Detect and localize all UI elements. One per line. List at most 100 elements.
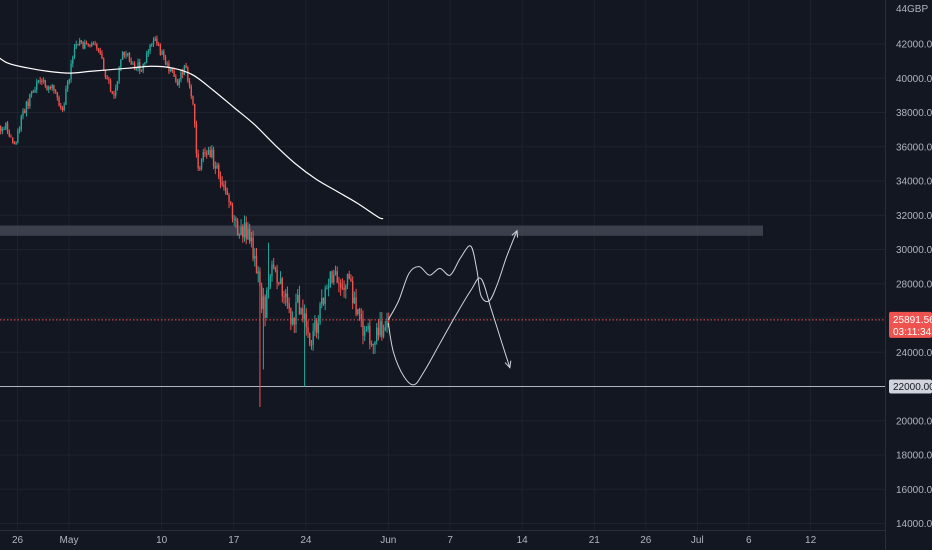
y-tick-label: 30000.00 [896, 245, 932, 256]
candle-body [29, 94, 31, 107]
candle-body [139, 62, 141, 71]
y-tick-label: 20000.00 [896, 416, 932, 427]
candle-body [224, 186, 227, 192]
candle-body [303, 313, 306, 320]
candle-body [202, 152, 204, 160]
candle-body [195, 123, 198, 154]
candle-body [96, 44, 98, 49]
candle-body [216, 164, 218, 169]
vertical-gridlines [17, 0, 812, 530]
candles-layer [0, 35, 390, 408]
candle-body [94, 43, 96, 45]
current-price-value: 25891.56 [893, 315, 932, 326]
current-price-badge [889, 311, 932, 338]
candle-body [171, 68, 174, 72]
candle-body [20, 116, 22, 129]
candle-body [388, 321, 390, 323]
candle-body [159, 44, 162, 55]
candle-body [109, 80, 112, 92]
candle-body [30, 91, 33, 95]
candle-body [240, 226, 242, 235]
candle-body [10, 136, 12, 138]
candle-body [152, 40, 155, 45]
candle-body [192, 96, 194, 104]
candle-body [41, 80, 43, 82]
projection-bullish-arrowhead [511, 229, 519, 238]
candle-body [386, 321, 388, 328]
y-tick-label: 32000.00 [896, 211, 932, 222]
candle-body [163, 51, 165, 57]
candle-body [18, 128, 21, 131]
candle-body [312, 330, 314, 345]
candle-body [274, 267, 277, 271]
candle-body [286, 293, 289, 303]
candle-body [154, 38, 156, 41]
candle-body [345, 285, 347, 290]
x-tick-label: 26 [640, 535, 652, 546]
candle-body [379, 321, 381, 336]
candle-body [334, 271, 337, 276]
candle-body [190, 86, 192, 97]
candle-body [219, 176, 222, 183]
x-tick-label: 7 [447, 535, 453, 546]
candle-body [355, 297, 357, 315]
y-tick-label: 36000.00 [896, 142, 932, 153]
x-tick-label: May [60, 535, 79, 546]
y-tick-label: 24000.00 [896, 348, 932, 359]
candle-body [118, 67, 120, 82]
candle-body [255, 255, 258, 274]
candle-body [82, 42, 84, 49]
candle-body [22, 110, 24, 117]
candle-body [178, 79, 180, 86]
candle-body [46, 86, 48, 90]
candle-body [176, 81, 179, 86]
candle-body [204, 152, 206, 155]
candle-body [60, 105, 62, 109]
candle-body [90, 43, 93, 47]
currency-label: GBP [907, 4, 928, 15]
candle-body [149, 44, 151, 52]
candle-body [37, 80, 40, 82]
candle-body [384, 327, 386, 331]
candle-body [27, 101, 29, 107]
candle-body [123, 51, 126, 56]
candle-body [309, 333, 311, 345]
time-axis-labels: 26 May 10 17 24 Jun 7 14 21 26 Jul 6 12 [12, 535, 817, 546]
candle-body [97, 48, 100, 51]
candle-body [49, 86, 52, 89]
candle-body [5, 122, 7, 129]
candle-body [343, 287, 345, 290]
candle-body [228, 194, 230, 202]
candle-body [266, 290, 268, 318]
candle-body [104, 71, 107, 78]
candle-body [247, 228, 249, 240]
candle-body [1, 129, 4, 131]
candle-body [321, 298, 323, 305]
candle-body [194, 103, 196, 124]
candle-body [197, 153, 199, 169]
candle-body [290, 308, 292, 325]
candle-body [322, 298, 325, 305]
candle-body [326, 288, 328, 290]
candle-body [327, 286, 330, 289]
candle-body [310, 344, 313, 346]
projection-bullish-path [387, 230, 518, 320]
candle-body [276, 270, 278, 283]
candle-body [317, 322, 320, 333]
candle-body [357, 309, 359, 315]
candle-body [188, 80, 191, 87]
candle-body [102, 58, 105, 72]
candle-body [65, 88, 67, 105]
candle-body [382, 330, 385, 337]
candle-body [44, 80, 47, 87]
resistance-zone [0, 225, 763, 236]
candle-body [116, 81, 119, 89]
candle-body [145, 53, 148, 63]
candle-body [333, 275, 335, 283]
candle-countdown: 03:11:34 [893, 327, 932, 338]
x-tick-label: 12 [805, 535, 817, 546]
candle-body [372, 344, 374, 346]
